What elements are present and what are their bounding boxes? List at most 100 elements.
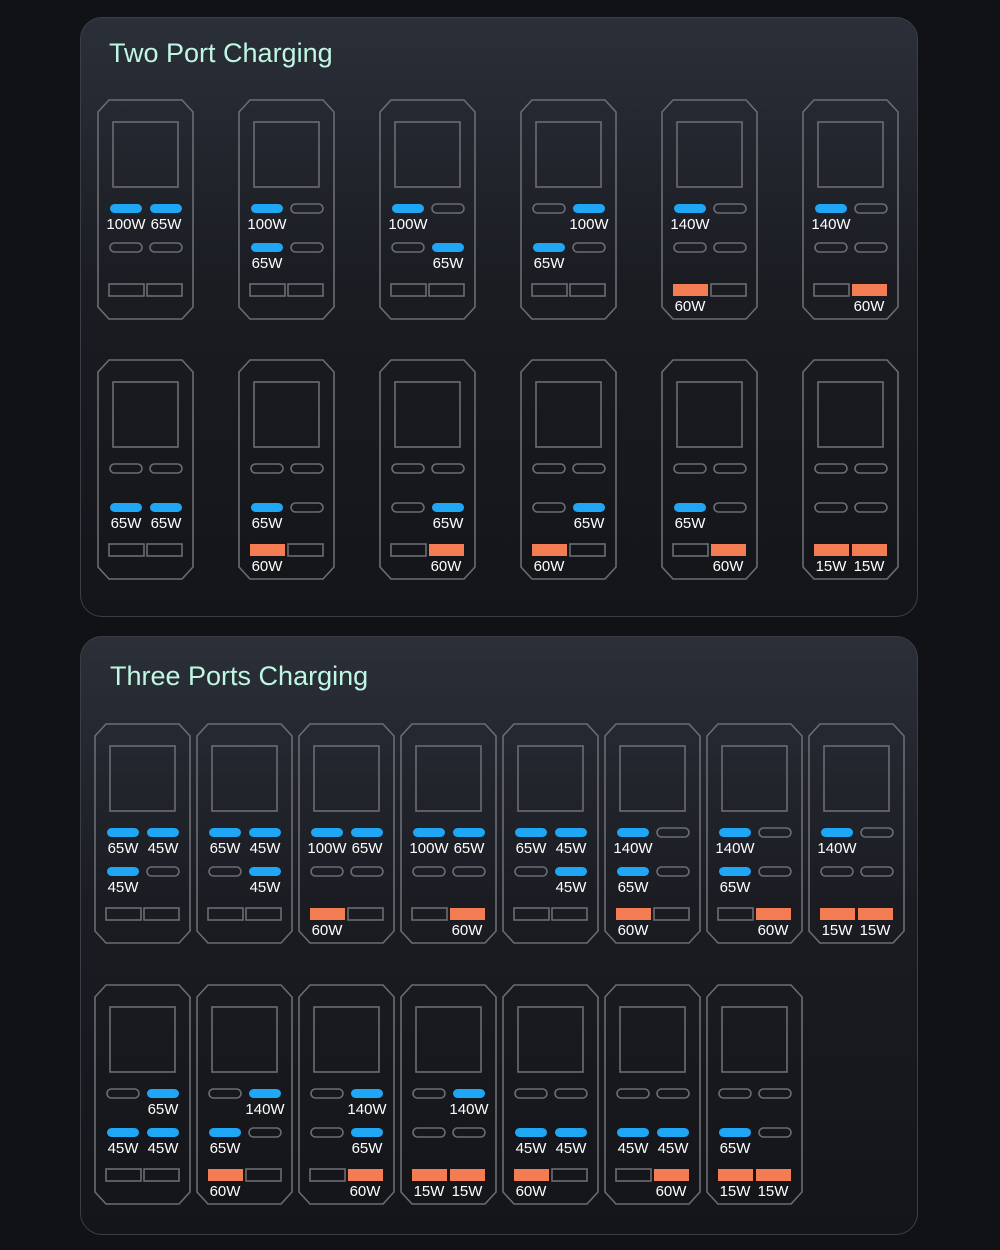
charger-body (298, 984, 395, 1205)
charger-device: 65W 45W 45W (94, 984, 191, 1205)
usb-a-port (390, 283, 427, 297)
charger-body (502, 723, 599, 944)
usb-c-port (350, 866, 384, 877)
usb-c-port-active (674, 204, 706, 213)
charger-screen (676, 121, 743, 188)
port-wattage-label: 60W (515, 1183, 547, 1200)
usb-a-port-active (858, 908, 893, 920)
port-wattage-label: 100W (247, 216, 287, 233)
charger-device: 65W 60W (661, 359, 758, 580)
port-wattage-label: 60W (674, 298, 706, 315)
usb-c-port-active (251, 243, 283, 252)
usb-c-port-active (150, 503, 182, 512)
charger-screen (517, 1006, 584, 1073)
port-wattage-label: 45W (555, 1140, 587, 1157)
usb-c-port-active (719, 867, 751, 876)
port-wattage-label: 45W (555, 840, 587, 857)
usb-c-port-active (515, 828, 547, 837)
port-wattage-label: 15W (859, 922, 891, 939)
usb-c-port (290, 502, 324, 513)
usb-a-port (569, 543, 606, 557)
charger-screen (415, 745, 482, 812)
charger-screen (517, 745, 584, 812)
charger-outline (298, 723, 395, 944)
charger-body (400, 723, 497, 944)
charger-outline (502, 984, 599, 1205)
usb-c-port (532, 203, 566, 214)
usb-c-port (854, 502, 888, 513)
usb-c-port-active (311, 828, 343, 837)
usb-c-port (758, 1088, 792, 1099)
usb-c-port-active (573, 503, 605, 512)
usb-c-port-active (107, 867, 139, 876)
charger-device: 140W 15W 15W (808, 723, 905, 944)
usb-c-port-active (555, 1128, 587, 1137)
charger-outline (238, 359, 335, 580)
charger-screen (112, 381, 179, 448)
port-wattage-label: 45W (657, 1140, 689, 1157)
usb-c-port (758, 1127, 792, 1138)
usb-c-port-active (147, 1089, 179, 1098)
charger-screen (109, 1006, 176, 1073)
charger-device: 65W 45W 45W (502, 723, 599, 944)
usb-c-port-active (110, 503, 142, 512)
usb-a-port (287, 283, 324, 297)
usb-c-port (412, 1088, 446, 1099)
port-wattage-label: 65W (432, 255, 464, 272)
port-wattage-label: 60W (617, 922, 649, 939)
usb-a-port (108, 283, 145, 297)
port-wattage-label: 45W (249, 840, 281, 857)
usb-c-port (572, 463, 606, 474)
usb-a-port-active (814, 544, 849, 556)
charger-screen (109, 745, 176, 812)
charger-screen (535, 381, 602, 448)
port-wattage-label: 100W (569, 216, 609, 233)
charger-outline (238, 99, 335, 320)
port-wattage-label: 45W (249, 879, 281, 896)
usb-c-port (713, 463, 747, 474)
charger-screen (313, 1006, 380, 1073)
charger-outline (379, 99, 476, 320)
usb-c-port (673, 463, 707, 474)
usb-a-port-active (756, 1169, 791, 1181)
port-wattage-label: 15W (451, 1183, 483, 1200)
usb-c-port-active (453, 828, 485, 837)
port-wattage-label: 60W (430, 558, 462, 575)
usb-c-port (109, 242, 143, 253)
charger-device: 100W 65W (238, 99, 335, 320)
charger-device: 140W 65W 60W (298, 984, 395, 1205)
usb-a-port (551, 1168, 588, 1182)
charger-screen (619, 745, 686, 812)
usb-c-port-active (573, 204, 605, 213)
usb-c-port-active (555, 828, 587, 837)
usb-c-port (431, 463, 465, 474)
usb-a-port (143, 907, 180, 921)
charger-device: 45W 45W 60W (604, 984, 701, 1205)
charger-screen (823, 745, 890, 812)
usb-a-port-active (820, 908, 855, 920)
usb-a-port (245, 1168, 282, 1182)
charger-body (604, 984, 701, 1205)
charger-body (604, 723, 701, 944)
charger-device: 100W 65W 60W (298, 723, 395, 944)
usb-c-port-active (719, 1128, 751, 1137)
charger-outline (94, 984, 191, 1205)
usb-c-port (106, 1088, 140, 1099)
charger-body (94, 723, 191, 944)
usb-c-port (758, 827, 792, 838)
usb-a-port-active (654, 1169, 689, 1181)
port-wattage-label: 45W (515, 1140, 547, 1157)
usb-a-port (105, 1168, 142, 1182)
charger-device: 65W 45W 45W (196, 723, 293, 944)
usb-c-port-active (251, 503, 283, 512)
usb-c-port (391, 502, 425, 513)
charger-outline (706, 723, 803, 944)
charger-body (502, 984, 599, 1205)
charger-outline (196, 984, 293, 1205)
charger-device: 65W 60W (238, 359, 335, 580)
port-wattage-label: 65W (533, 255, 565, 272)
usb-c-port (290, 463, 324, 474)
charger-body (400, 984, 497, 1205)
usb-c-port (814, 463, 848, 474)
charger-screen (535, 121, 602, 188)
